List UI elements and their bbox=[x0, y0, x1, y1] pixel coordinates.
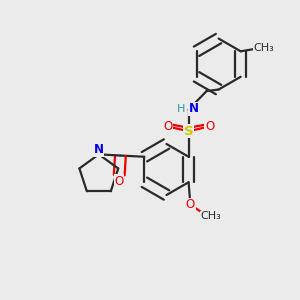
Text: H: H bbox=[177, 104, 185, 114]
Text: O: O bbox=[186, 198, 195, 211]
Text: O: O bbox=[115, 175, 124, 188]
Text: CH₃: CH₃ bbox=[200, 211, 221, 221]
Text: S: S bbox=[184, 125, 194, 138]
Text: N: N bbox=[189, 102, 199, 115]
Text: O: O bbox=[205, 120, 214, 133]
Text: O: O bbox=[163, 120, 172, 133]
Text: CH₃: CH₃ bbox=[254, 43, 274, 53]
Text: N: N bbox=[94, 143, 104, 156]
